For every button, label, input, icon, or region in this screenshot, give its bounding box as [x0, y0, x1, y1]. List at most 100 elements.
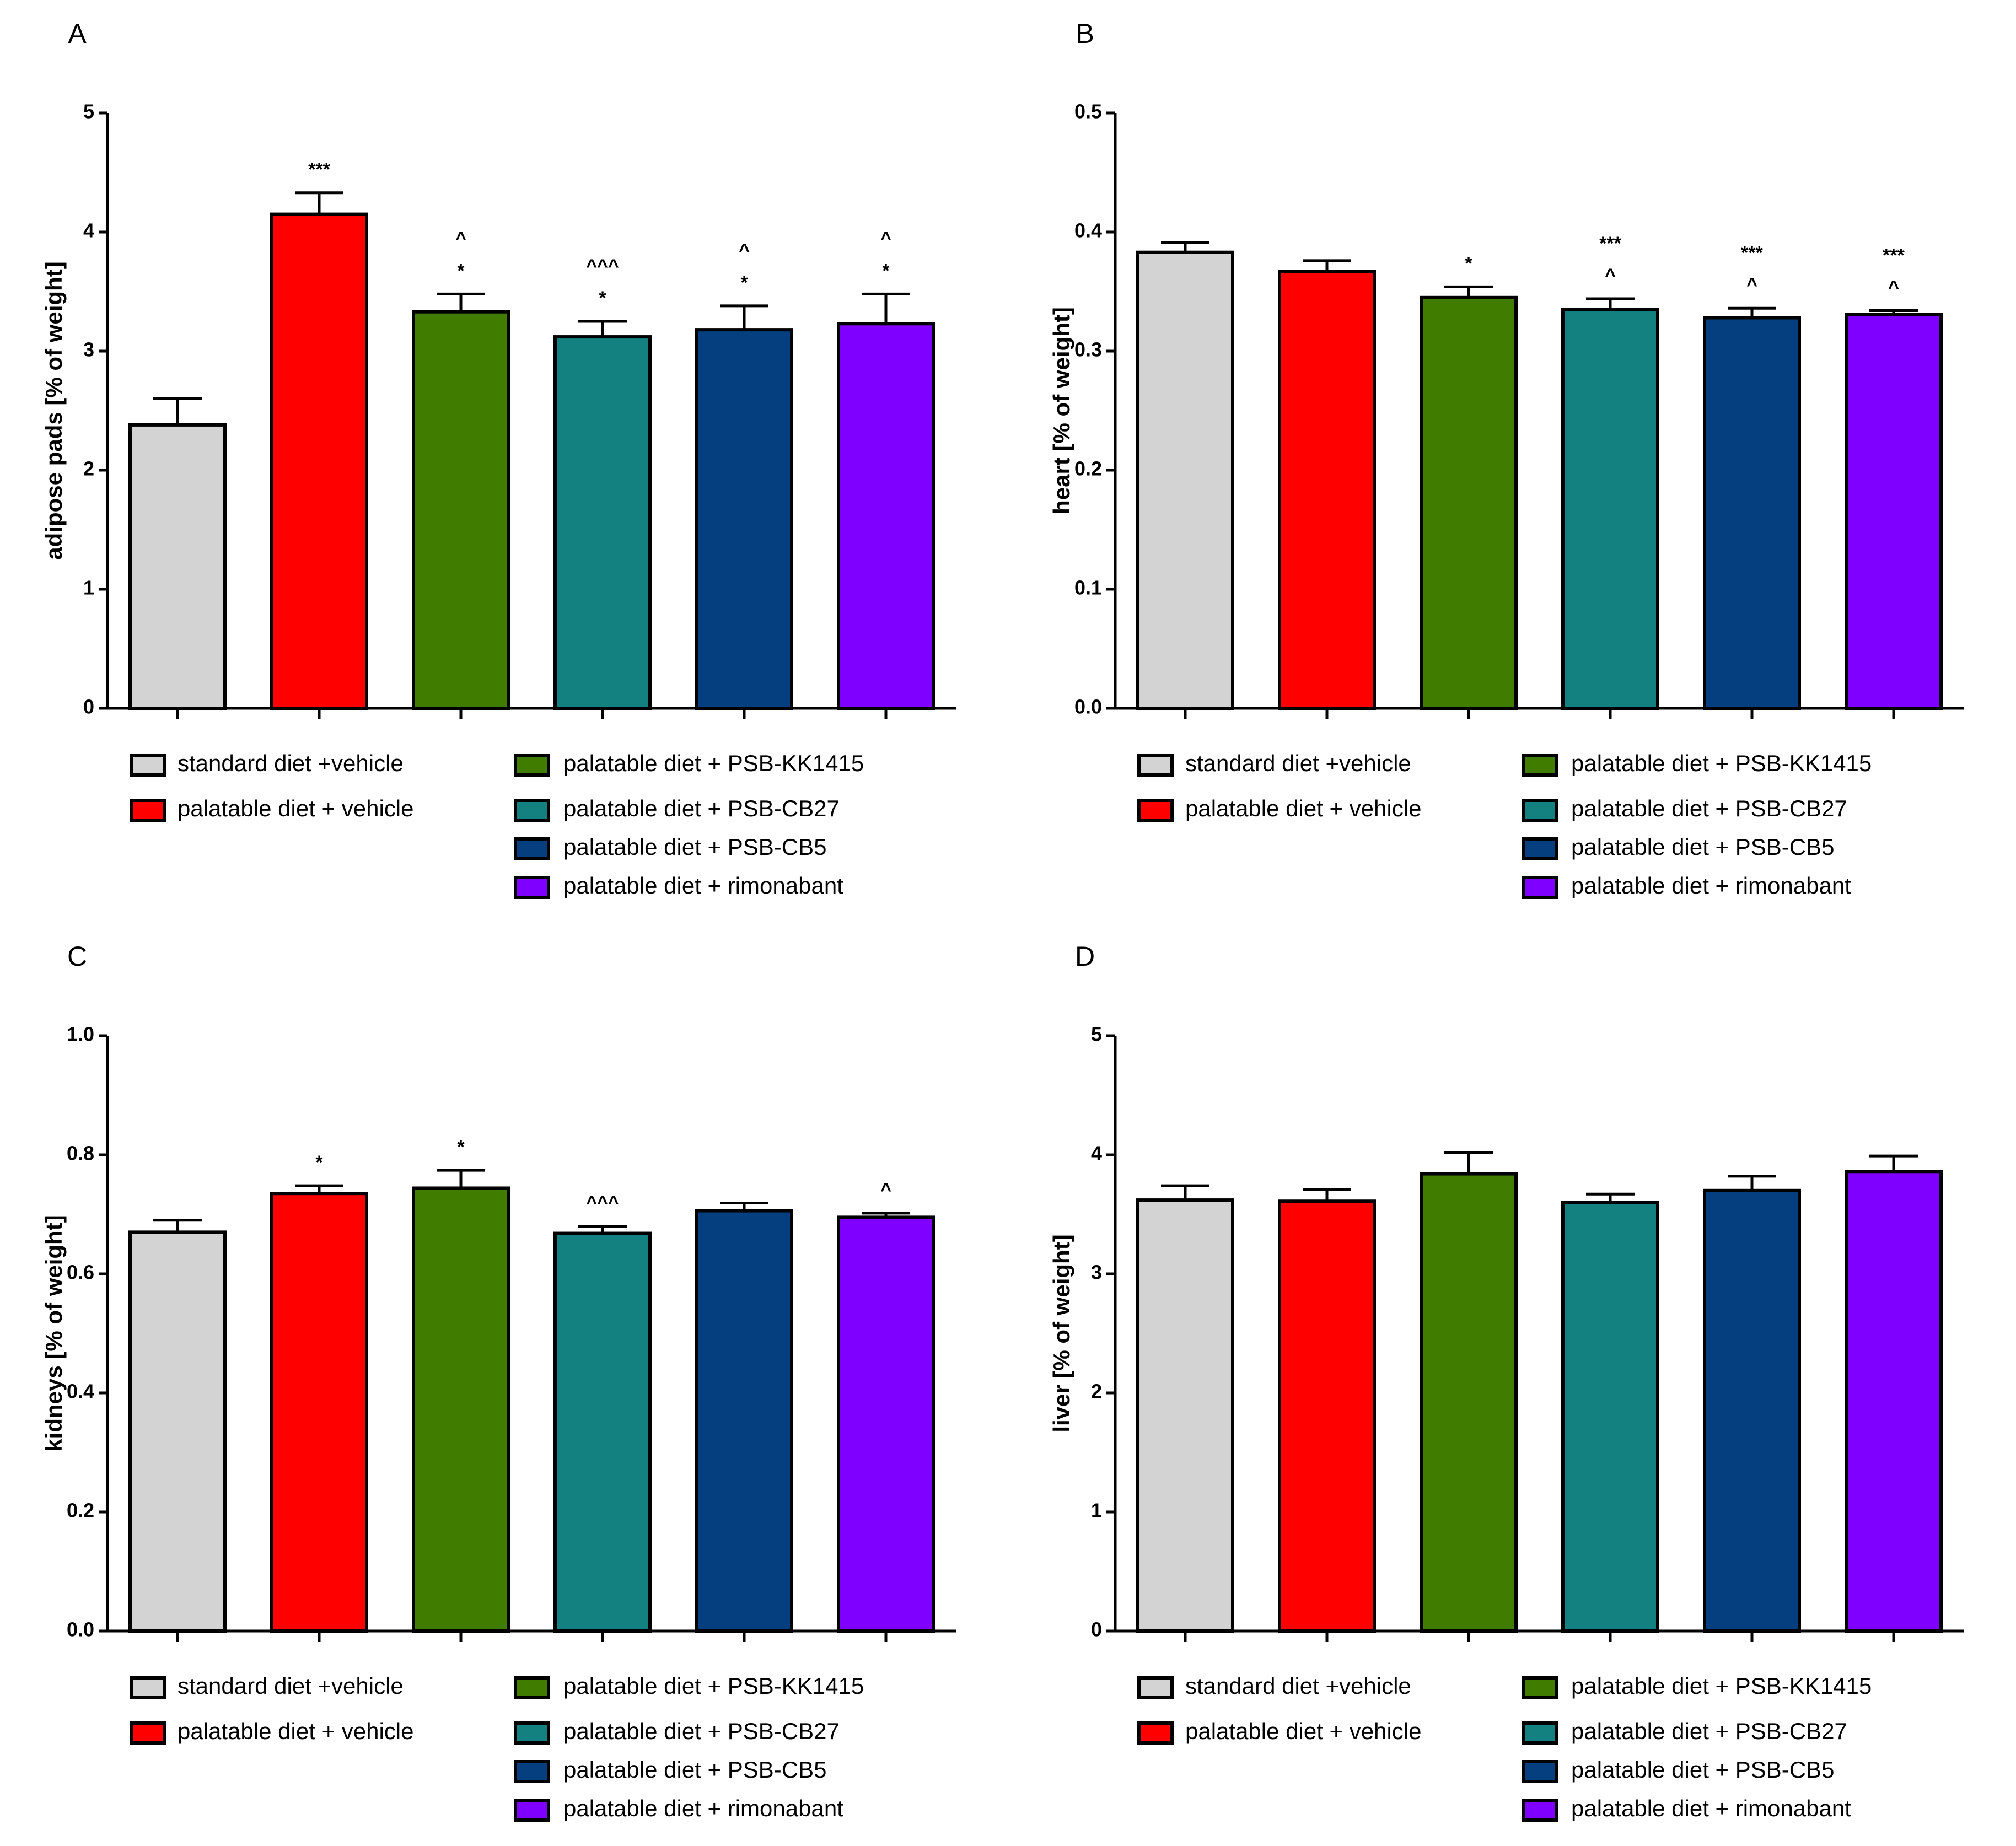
legend-label-b-right-2: palatable diet + PSB-CB5 [1571, 834, 1834, 860]
panel-letter-c: C [67, 941, 87, 972]
legend-label-a-right-3: palatable diet + rimonabant [563, 873, 843, 898]
bar-d-palatable-diet-psb-kk1415 [1420, 1172, 1518, 1633]
legend-swatch-d-left-0 [1137, 1676, 1174, 1699]
y-tick-label-a-4: 4 [83, 219, 94, 242]
bar-c-palatable-diet-vehicle [270, 1192, 368, 1633]
bar-a-palatable-diet-psb-cb5 [695, 328, 793, 710]
panel-letter-d: D [1075, 941, 1095, 972]
legend-label-a-left-1: palatable diet + vehicle [178, 795, 413, 821]
bar-d-standard-diet-vehicle [1136, 1198, 1234, 1633]
significance-label-a-2-1: ^ [455, 228, 466, 249]
y-tick-label-c-3: 0.6 [67, 1261, 94, 1284]
y-tick-label-c-4: 0.8 [67, 1142, 94, 1165]
legend-label-b-right-0: palatable diet + PSB-KK1415 [1571, 750, 1872, 776]
y-axis-label-b: heart [% of weight] [1049, 307, 1074, 514]
y-tick-label-d-1: 1 [1091, 1499, 1102, 1522]
legend-swatch-b-right-2 [1522, 837, 1558, 860]
legend-swatch-a-right-0 [514, 754, 550, 777]
legend-label-d-right-0: palatable diet + PSB-KK1415 [1571, 1673, 1872, 1699]
significance-label-a-5-0: * [882, 260, 890, 281]
legend-label-c-left-0: standard diet +vehicle [178, 1673, 404, 1699]
legend-swatch-b-right-3 [1522, 876, 1558, 899]
y-tick-label-b-4: 0.4 [1074, 219, 1102, 242]
bar-b-palatable-diet-rimonabant [1845, 313, 1943, 710]
legend-label-d-left-0: standard diet +vehicle [1185, 1673, 1411, 1699]
bar-d-palatable-diet-psb-cb27 [1561, 1201, 1659, 1633]
legend-label-a-left-0: standard diet +vehicle [178, 750, 404, 776]
legend-swatch-a-right-2 [514, 837, 550, 860]
y-tick-label-d-4: 4 [1091, 1142, 1102, 1165]
significance-label-c-1-0: * [315, 1152, 323, 1173]
legend-label-c-right-1: palatable diet + PSB-CB27 [563, 1718, 840, 1744]
significance-label-c-5-0: ^ [880, 1180, 891, 1201]
y-tick-label-b-1: 0.1 [1074, 577, 1102, 599]
legend-label-a-right-0: palatable diet + PSB-KK1415 [563, 750, 864, 776]
significance-label-a-5-1: ^ [880, 228, 891, 249]
legend-label-c-right-0: palatable diet + PSB-KK1415 [563, 1673, 864, 1699]
significance-label-a-2-0: * [457, 260, 465, 281]
significance-label-b-3-1: *** [1599, 233, 1621, 254]
legend-swatch-d-left-1 [1137, 1721, 1174, 1745]
legend-swatch-b-left-0 [1137, 754, 1174, 777]
bar-a-palatable-diet-psb-cb27 [553, 335, 652, 710]
legend-label-d-right-3: palatable diet + rimonabant [1571, 1795, 1851, 1821]
legend-swatch-c-right-0 [514, 1676, 550, 1699]
legend-label-b-right-3: palatable diet + rimonabant [1571, 873, 1851, 898]
y-tick-label-d-2: 2 [1091, 1380, 1102, 1403]
y-tick-label-d-0: 0 [1091, 1618, 1102, 1641]
significance-label-b-5-1: *** [1883, 245, 1905, 266]
legend-swatch-c-right-1 [514, 1721, 550, 1745]
y-tick-label-c-5: 1.0 [67, 1023, 94, 1046]
panel-letter-b: B [1076, 18, 1094, 49]
bar-d-palatable-diet-psb-cb5 [1703, 1188, 1801, 1633]
legend-swatch-a-left-1 [130, 799, 166, 822]
legend-label-c-left-1: palatable diet + vehicle [178, 1718, 413, 1744]
legend-label-b-right-1: palatable diet + PSB-CB27 [1571, 795, 1847, 821]
legend-label-b-left-1: palatable diet + vehicle [1185, 795, 1421, 821]
significance-label-c-2-0: * [457, 1137, 465, 1158]
legend-swatch-d-right-0 [1522, 1676, 1558, 1699]
y-axis-label-a: adipose pads [% of weight] [41, 261, 67, 559]
bar-a-palatable-diet-vehicle [270, 212, 368, 711]
bar-a-standard-diet-vehicle [128, 423, 227, 710]
legend-label-d-right-2: palatable diet + PSB-CB5 [1571, 1757, 1834, 1783]
legend-swatch-b-right-0 [1522, 754, 1558, 777]
significance-label-a-3-1: ^^^ [586, 256, 619, 277]
bar-c-palatable-diet-psb-cb5 [695, 1209, 793, 1633]
bar-a-palatable-diet-psb-kk1415 [412, 310, 510, 710]
significance-label-a-1-0: *** [308, 159, 330, 180]
legend-swatch-b-right-1 [1522, 799, 1558, 822]
legend-label-d-left-1: palatable diet + vehicle [1185, 1718, 1421, 1744]
legend-swatch-c-left-1 [130, 1721, 166, 1745]
legend-swatch-c-left-0 [130, 1676, 166, 1699]
legend-swatch-d-right-3 [1522, 1799, 1558, 1822]
legend-swatch-a-right-1 [514, 799, 550, 822]
bar-c-standard-diet-vehicle [128, 1230, 227, 1633]
bar-c-palatable-diet-psb-cb27 [553, 1231, 652, 1633]
significance-label-a-4-0: * [740, 272, 748, 293]
y-tick-label-d-5: 5 [1091, 1023, 1102, 1046]
y-axis-label-d: liver [% of weight] [1049, 1234, 1074, 1432]
y-tick-label-a-1: 1 [83, 577, 94, 599]
y-tick-label-b-0: 0.0 [1074, 696, 1102, 718]
legend-swatch-c-right-3 [514, 1799, 550, 1822]
y-tick-label-c-1: 0.2 [67, 1499, 94, 1522]
legend-swatch-c-right-2 [514, 1760, 550, 1783]
y-tick-label-c-0: 0.0 [67, 1618, 94, 1641]
y-tick-label-b-2: 0.2 [1074, 458, 1102, 480]
bar-b-palatable-diet-psb-kk1415 [1420, 295, 1518, 710]
significance-label-b-2-0: * [1465, 253, 1472, 274]
legend-swatch-a-right-3 [514, 876, 550, 899]
bar-d-palatable-diet-rimonabant [1845, 1170, 1943, 1633]
significance-label-b-4-0: ^ [1746, 275, 1757, 295]
y-tick-label-c-2: 0.4 [67, 1380, 94, 1403]
bar-c-palatable-diet-rimonabant [837, 1215, 935, 1633]
y-tick-label-a-0: 0 [83, 696, 94, 718]
legend-swatch-a-left-0 [130, 754, 166, 777]
